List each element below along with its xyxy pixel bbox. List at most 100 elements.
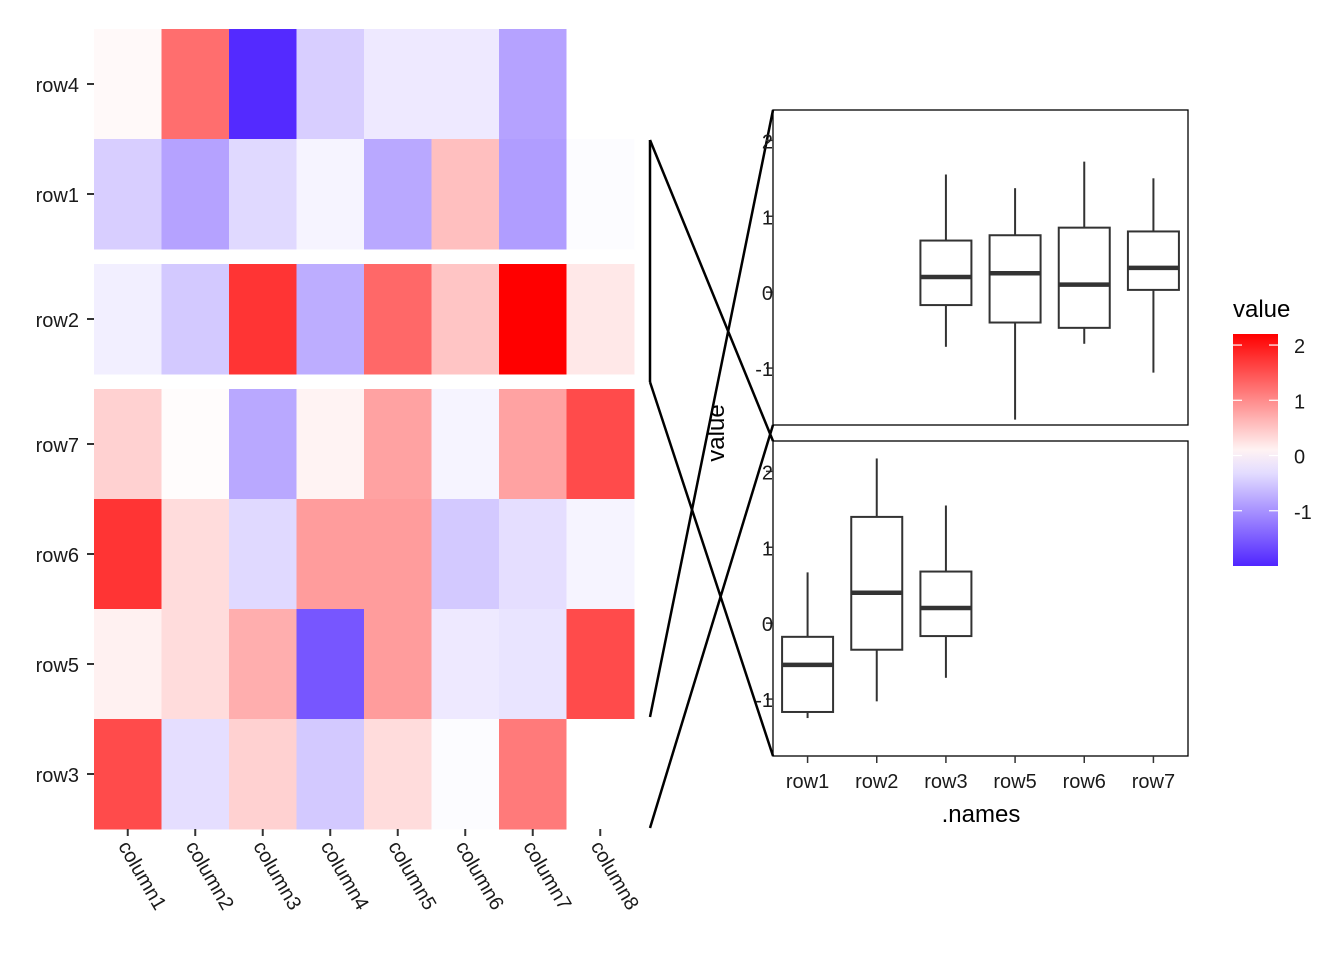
color-legend: value 2 1 0 -1 bbox=[1233, 296, 1312, 566]
y-tick-label: 0 bbox=[762, 283, 773, 305]
legend-colorbar bbox=[1233, 334, 1278, 566]
heatmap-cell bbox=[499, 264, 567, 375]
boxplot-row7 bbox=[1126, 178, 1180, 373]
heatmap-cell bbox=[229, 499, 297, 610]
boxplot-axes: 2 1 0 -1 2 1 0 -1 row1 row2 row3 row5 row6 row7 bbox=[755, 131, 1175, 793]
x-tick-label: row5 bbox=[993, 771, 1036, 793]
row-label: row5 bbox=[36, 655, 79, 677]
x-tick-label: row1 bbox=[786, 771, 829, 793]
x-tick-label: row2 bbox=[855, 771, 898, 793]
row-label: row1 bbox=[36, 185, 79, 207]
link-line bbox=[648, 424, 775, 829]
box bbox=[850, 515, 904, 651]
box bbox=[988, 234, 1042, 324]
row-label: row3 bbox=[36, 765, 79, 787]
heatmap-cell bbox=[431, 499, 500, 610]
heatmap-cell bbox=[94, 609, 162, 720]
heatmap-cell bbox=[229, 139, 297, 250]
heatmap-cell bbox=[94, 139, 162, 250]
legend-tick-label: -1 bbox=[1294, 502, 1312, 524]
column-label: column8 bbox=[586, 838, 643, 914]
heatmap-cell bbox=[296, 609, 365, 720]
column-label: column5 bbox=[383, 838, 440, 914]
heatmap-cell bbox=[94, 719, 162, 830]
link-line bbox=[648, 139, 775, 442]
y-tick-label: 0 bbox=[762, 614, 773, 636]
column-label: column4 bbox=[316, 838, 373, 914]
y-tick-label: 1 bbox=[762, 207, 773, 229]
heatmap-cell bbox=[566, 719, 635, 830]
heatmap-cell bbox=[431, 719, 500, 830]
heatmap-cell bbox=[94, 499, 162, 610]
y-tick-label: 1 bbox=[762, 538, 773, 560]
heatmap-row-axis: row4 row1 row2 row7 row6 row5 row3 bbox=[36, 75, 94, 787]
column-label: column2 bbox=[181, 838, 238, 914]
boxplot-row3 bbox=[919, 505, 973, 678]
row-label: row7 bbox=[36, 435, 79, 457]
heatmap-cell bbox=[364, 29, 432, 140]
heatmap-cell bbox=[499, 139, 567, 250]
heatmap-cell bbox=[364, 264, 432, 375]
boxplot-y-axis-title: value bbox=[703, 404, 730, 461]
heatmap-cell bbox=[499, 609, 567, 720]
box bbox=[919, 239, 973, 307]
heatmap-cell bbox=[566, 29, 635, 140]
heatmap-cell bbox=[229, 609, 297, 720]
boxplot-x-axis-title: .names bbox=[942, 801, 1021, 828]
heatmap-cell bbox=[566, 139, 635, 250]
y-tick-label: -1 bbox=[755, 690, 773, 712]
y-tick-label: 2 bbox=[762, 462, 773, 484]
legend-title: value bbox=[1233, 296, 1290, 323]
column-label: column1 bbox=[113, 838, 170, 914]
heatmap-cell bbox=[229, 389, 297, 500]
heatmap-cell bbox=[364, 499, 432, 610]
boxplot-row1 bbox=[781, 572, 835, 719]
column-label: column3 bbox=[248, 838, 305, 914]
legend-tick-label: 0 bbox=[1294, 447, 1305, 469]
heatmap-cell bbox=[161, 264, 230, 375]
heatmap-cell bbox=[296, 264, 365, 375]
heatmap-cell bbox=[94, 29, 162, 140]
column-label: column7 bbox=[518, 838, 575, 914]
heatmap-cell bbox=[296, 499, 365, 610]
heatmap-cell bbox=[364, 139, 432, 250]
legend-tick-label: 2 bbox=[1294, 336, 1305, 358]
heatmap-cell bbox=[229, 719, 297, 830]
row-label: row2 bbox=[36, 310, 79, 332]
link-line bbox=[648, 381, 775, 757]
boxplot-panels bbox=[772, 109, 1189, 757]
boxplot-row6 bbox=[1057, 161, 1111, 344]
heatmap-cell bbox=[566, 389, 635, 500]
heatmap-cell bbox=[161, 609, 230, 720]
heatmap-cell bbox=[566, 264, 635, 375]
heatmap-cell bbox=[94, 264, 162, 375]
row-label: row4 bbox=[36, 75, 79, 97]
heatmap bbox=[94, 29, 635, 830]
x-tick-label: row7 bbox=[1132, 771, 1175, 793]
heatmap-cell bbox=[94, 389, 162, 500]
heatmap-cell bbox=[296, 389, 365, 500]
heatmap-cell bbox=[566, 499, 635, 610]
heatmap-cell bbox=[161, 29, 230, 140]
panel-border bbox=[772, 440, 1189, 757]
box bbox=[1126, 230, 1180, 291]
heatmap-cell bbox=[499, 389, 567, 500]
heatmap-cell bbox=[296, 29, 365, 140]
heatmap-cell bbox=[364, 719, 432, 830]
heatmap-cell bbox=[431, 389, 500, 500]
column-label: column6 bbox=[451, 838, 508, 914]
y-tick-label: 2 bbox=[762, 131, 773, 153]
panel-border bbox=[772, 109, 1189, 426]
x-tick-label: row3 bbox=[924, 771, 967, 793]
legend-tick-label: 1 bbox=[1294, 391, 1305, 413]
link-line bbox=[648, 109, 775, 718]
boxplot-row5 bbox=[988, 188, 1042, 420]
heatmap-cell bbox=[229, 29, 297, 140]
heatmap-cell bbox=[431, 139, 500, 250]
heatmap-cell bbox=[431, 264, 500, 375]
box bbox=[781, 635, 835, 713]
box bbox=[919, 570, 973, 638]
x-tick-label: row6 bbox=[1063, 771, 1106, 793]
boxplot-row2 bbox=[850, 458, 904, 702]
